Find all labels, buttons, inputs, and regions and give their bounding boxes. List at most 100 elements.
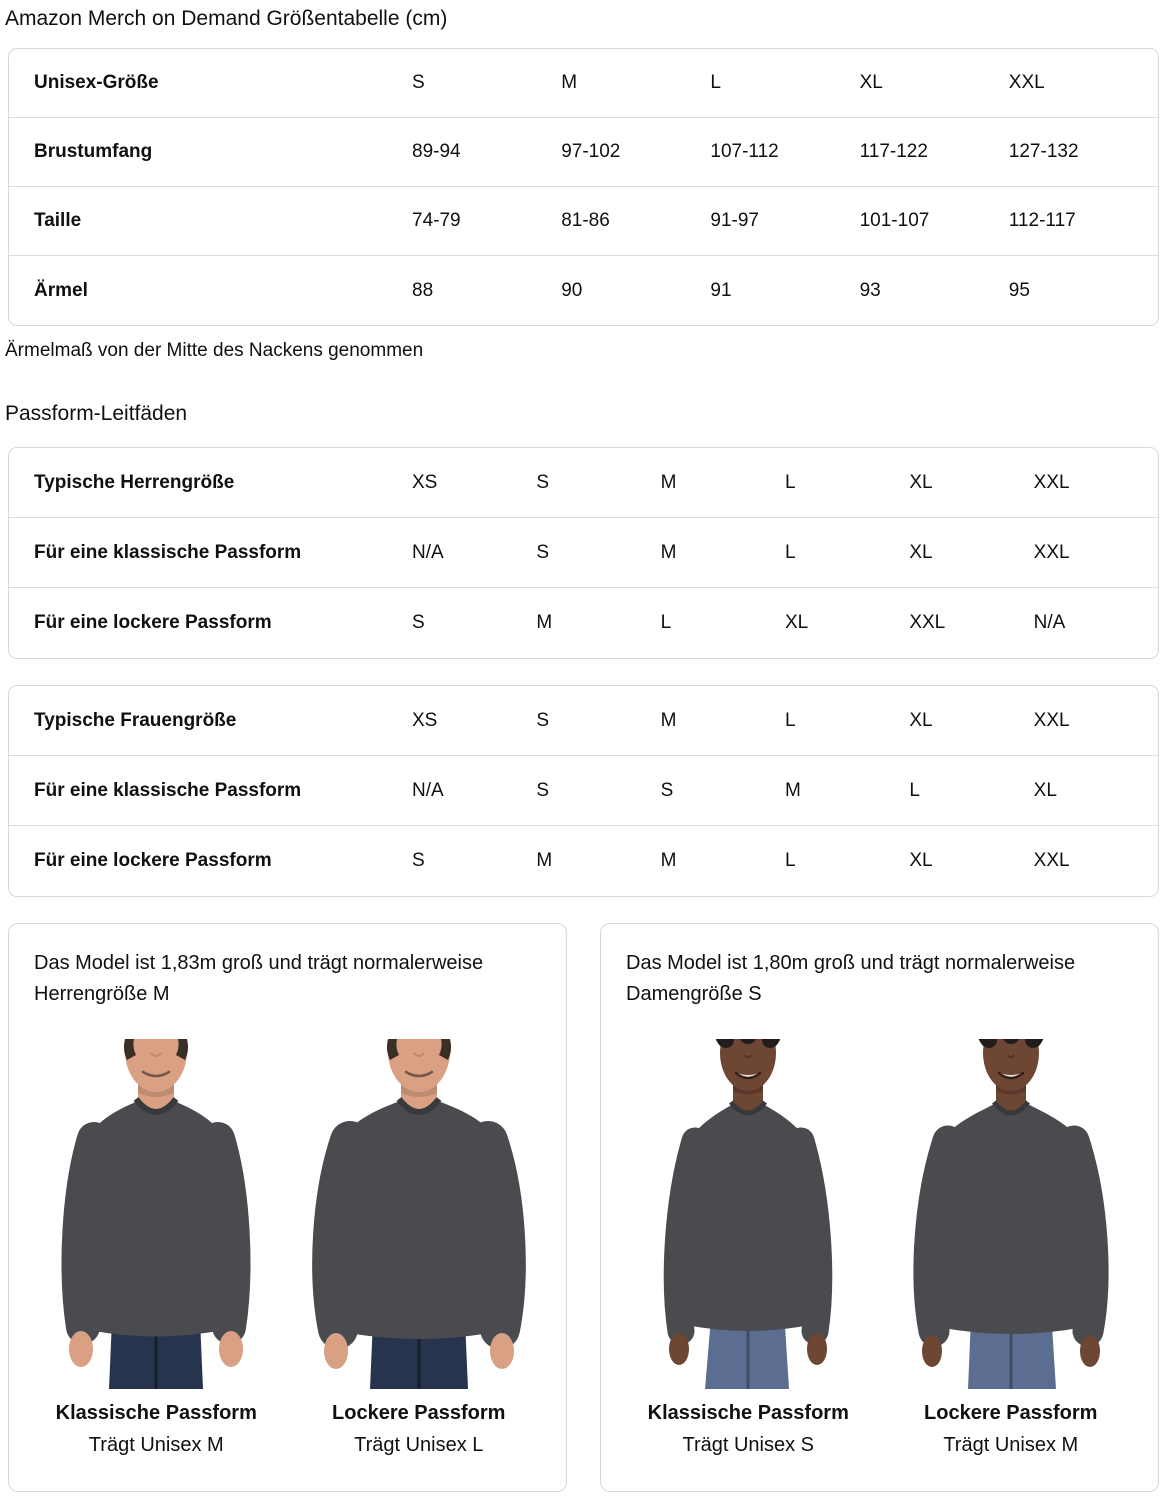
size-cell: XXL bbox=[1033, 471, 1070, 493]
size-cell: L bbox=[909, 779, 920, 801]
size-cell: S bbox=[412, 612, 425, 633]
table-row: Typische Herrengröße XS S M L XL XXL bbox=[9, 448, 1158, 518]
size-cell: S bbox=[536, 709, 550, 731]
measure-cell: 93 bbox=[859, 279, 881, 301]
male-model-loose-fit-photo bbox=[289, 1039, 548, 1389]
row-label: Für eine klassische Passform bbox=[34, 779, 302, 801]
size-cell: XL bbox=[1033, 779, 1057, 801]
size-cell: XL bbox=[859, 72, 883, 93]
size-cell: S bbox=[412, 72, 425, 93]
size-cell: XXL bbox=[1033, 541, 1070, 563]
female-loose-fit-figure: Lockere Passform Trägt Unisex M bbox=[880, 1039, 1143, 1457]
size-cell: S bbox=[536, 471, 550, 493]
model-description: Das Model ist 1,83m groß und trägt norma… bbox=[34, 952, 484, 1005]
table-row: Für eine klassische Passform N/A S S M L… bbox=[9, 756, 1158, 826]
size-cell: S bbox=[412, 850, 425, 871]
measure-cell: 91 bbox=[710, 279, 732, 301]
size-cell: XL bbox=[785, 612, 809, 633]
size-cell: M bbox=[561, 72, 578, 93]
measure-cell: 91-97 bbox=[710, 210, 759, 231]
size-cell: XL bbox=[909, 850, 933, 871]
size-cell: M bbox=[660, 541, 677, 563]
size-cell: M bbox=[536, 850, 553, 871]
model-figures: Klassische Passform Trägt Unisex M Locke… bbox=[25, 1039, 550, 1457]
size-cell: L bbox=[710, 72, 721, 93]
page-title: Amazon Merch on Demand Größentabelle (cm… bbox=[5, 7, 448, 30]
size-cell: M bbox=[536, 612, 553, 633]
size-cell: S bbox=[660, 779, 674, 801]
mens-fit-table: Typische Herrengröße XS S M L XL XXL Für… bbox=[8, 447, 1159, 659]
row-label: Für eine lockere Passform bbox=[34, 612, 272, 633]
table-row: Für eine klassische Passform N/A S M L X… bbox=[9, 518, 1158, 588]
size-cell: M bbox=[660, 709, 677, 731]
sleeve-measurement-note: Ärmelmaß von der Mitte des Nackens genom… bbox=[5, 340, 424, 361]
size-cell: XL bbox=[909, 471, 933, 493]
womens-fit-table: Typische Frauengröße XS S M L XL XXL Für… bbox=[8, 685, 1159, 897]
size-cell: N/A bbox=[1033, 612, 1066, 633]
fit-label: Klassische Passform bbox=[55, 1402, 257, 1424]
size-cell: XL bbox=[909, 541, 933, 563]
measure-cell: 127-132 bbox=[1008, 141, 1079, 162]
fit-guides-title: Passform-Leitfäden bbox=[5, 402, 188, 425]
male-loose-fit-figure: Lockere Passform Trägt Unisex L bbox=[288, 1039, 551, 1457]
table-row: Brustumfang 89-94 97-102 107-112 117-122… bbox=[9, 118, 1158, 187]
size-cell: XXL bbox=[1033, 709, 1070, 731]
table-row: Typische Frauengröße XS S M L XL XXL bbox=[9, 686, 1158, 756]
measure-cell: 81-86 bbox=[561, 210, 610, 231]
table-row: Ärmel 88 90 91 93 95 bbox=[9, 256, 1158, 325]
size-cell: M bbox=[660, 471, 677, 493]
wears-label: Trägt Unisex M bbox=[943, 1434, 1079, 1456]
row-label: Brustumfang bbox=[34, 141, 153, 162]
size-cell: XXL bbox=[909, 612, 946, 633]
size-cell: XL bbox=[909, 709, 933, 731]
size-cell: L bbox=[785, 541, 796, 563]
male-model-classic-fit-photo bbox=[27, 1039, 286, 1389]
size-cell: XXL bbox=[1033, 850, 1070, 871]
size-cell: L bbox=[785, 709, 796, 731]
measure-cell: 95 bbox=[1008, 279, 1030, 301]
row-label: Typische Frauengröße bbox=[34, 709, 237, 731]
measure-cell: 89-94 bbox=[412, 141, 461, 162]
size-cell: M bbox=[785, 779, 801, 801]
size-cell: XS bbox=[412, 709, 438, 731]
size-cell: XXL bbox=[1008, 72, 1045, 93]
female-model-loose-fit-photo bbox=[881, 1039, 1140, 1389]
size-cell: L bbox=[785, 471, 796, 493]
table-row: Für eine lockere Passform S M M L XL XXL bbox=[9, 826, 1158, 896]
wears-label: Trägt Unisex M bbox=[88, 1434, 224, 1456]
unisex-size-table: Unisex-Größe S M L XL XXL Brustumfang 89… bbox=[8, 48, 1159, 326]
female-model-card: Das Model ist 1,80m groß und trägt norma… bbox=[600, 923, 1159, 1492]
size-cell: N/A bbox=[412, 541, 444, 563]
figure-caption: Lockere Passform Trägt Unisex M bbox=[880, 1401, 1143, 1457]
measure-cell: 74-79 bbox=[412, 210, 461, 231]
fit-label: Lockere Passform bbox=[924, 1402, 1098, 1424]
figure-caption: Klassische Passform Trägt Unisex S bbox=[617, 1401, 880, 1457]
row-label: Für eine klassische Passform bbox=[34, 541, 302, 563]
row-label: Für eine lockere Passform bbox=[34, 850, 272, 871]
fit-label: Klassische Passform bbox=[647, 1402, 849, 1424]
wears-label: Trägt Unisex L bbox=[354, 1434, 484, 1456]
measure-cell: 97-102 bbox=[561, 141, 621, 162]
figure-caption: Klassische Passform Trägt Unisex M bbox=[25, 1401, 288, 1457]
row-label: Unisex-Größe bbox=[34, 72, 159, 93]
female-classic-fit-figure: Klassische Passform Trägt Unisex S bbox=[617, 1039, 880, 1457]
measure-cell: 101-107 bbox=[859, 210, 930, 231]
table-row: Unisex-Größe S M L XL XXL bbox=[9, 49, 1158, 118]
size-cell: L bbox=[785, 850, 796, 871]
size-cell: XS bbox=[412, 471, 438, 493]
table-row: Für eine lockere Passform S M L XL XXL N… bbox=[9, 588, 1158, 658]
measure-cell: 88 bbox=[412, 279, 434, 301]
measure-cell: 107-112 bbox=[710, 141, 779, 162]
table-row: Taille 74-79 81-86 91-97 101-107 112-117 bbox=[9, 187, 1158, 256]
fit-label: Lockere Passform bbox=[332, 1402, 506, 1424]
measure-cell: 112-117 bbox=[1008, 210, 1076, 231]
model-figures: Klassische Passform Trägt Unisex S Locke… bbox=[617, 1039, 1142, 1457]
measure-cell: 117-122 bbox=[859, 141, 928, 162]
model-description: Das Model ist 1,80m groß und trägt norma… bbox=[626, 952, 1076, 1005]
size-cell: M bbox=[660, 850, 677, 871]
model-cards-row: Das Model ist 1,83m groß und trägt norma… bbox=[8, 923, 1159, 1492]
size-guide-page: Amazon Merch on Demand Größentabelle (cm… bbox=[0, 6, 1167, 1506]
row-label: Ärmel bbox=[34, 279, 88, 301]
wears-label: Trägt Unisex S bbox=[682, 1434, 815, 1456]
size-cell: L bbox=[660, 612, 672, 633]
